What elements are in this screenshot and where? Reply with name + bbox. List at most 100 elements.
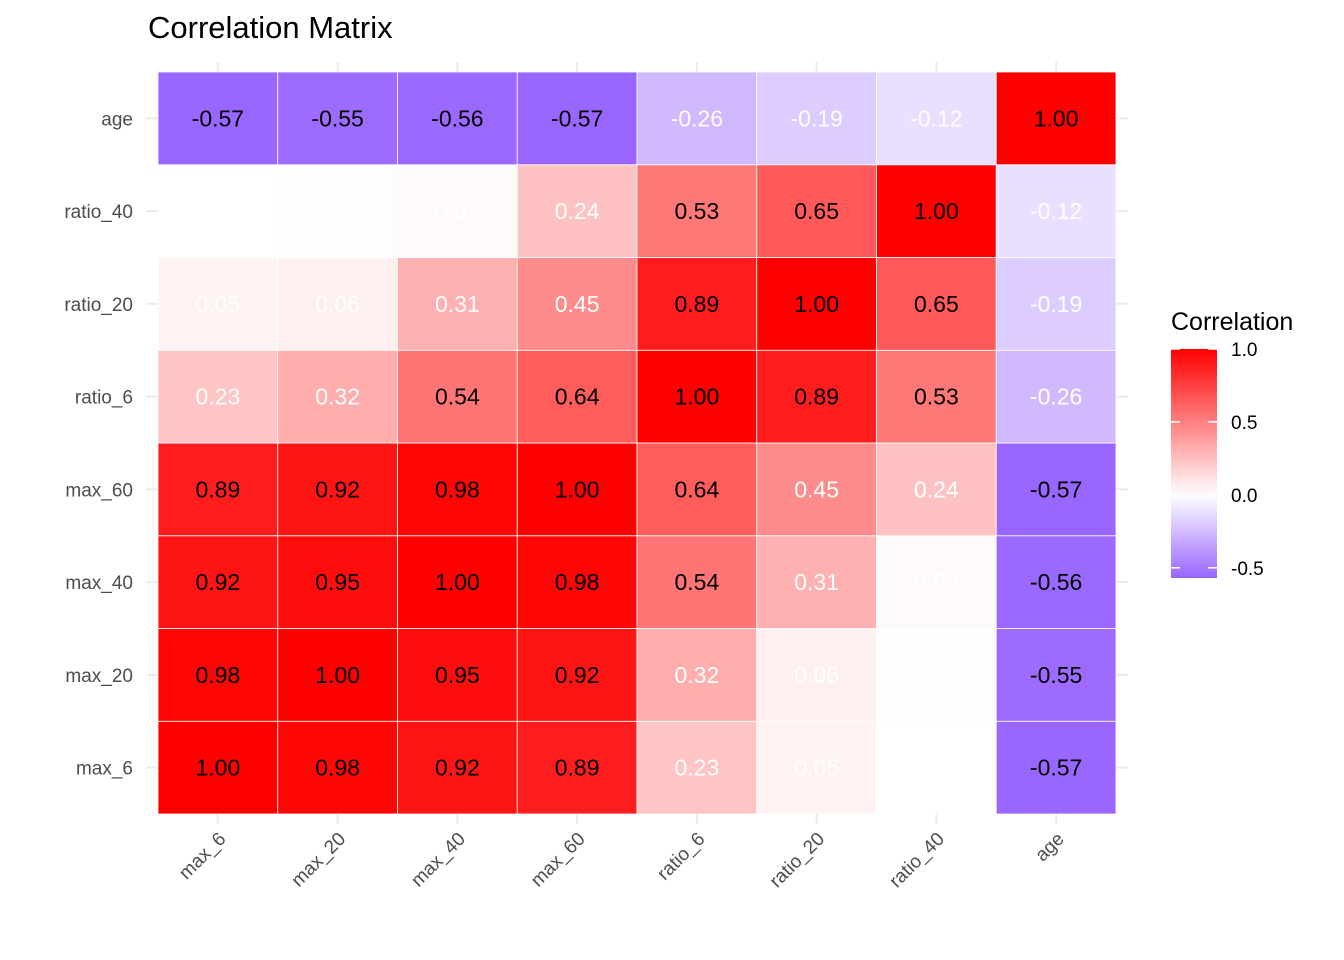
y-tick-label: age bbox=[101, 109, 133, 130]
heatmap-cell bbox=[756, 164, 877, 258]
y-tick-label: max_6 bbox=[76, 759, 133, 780]
cell-value-label: 0.24 bbox=[914, 476, 959, 502]
cell-value-label: 0.89 bbox=[674, 291, 719, 317]
cell-value-label: 0.92 bbox=[555, 662, 600, 688]
heatmap-cell bbox=[756, 442, 877, 537]
cell-value-label: 1.00 bbox=[794, 291, 839, 317]
y-tick-label: max_40 bbox=[65, 573, 133, 594]
cell-value-label: 0.54 bbox=[674, 569, 719, 595]
cell-value-label: 0.92 bbox=[315, 476, 360, 502]
heatmap-cell bbox=[995, 257, 1117, 351]
cell-value-label: 0.89 bbox=[555, 755, 600, 781]
cell-value-label: -0.57 bbox=[192, 105, 244, 131]
cell-value-label: 0.92 bbox=[195, 569, 240, 595]
cell-value-label: -0.55 bbox=[311, 105, 363, 131]
heatmap-cell bbox=[516, 71, 638, 166]
heatmap-cell bbox=[636, 164, 758, 258]
heatmap-cell bbox=[516, 442, 638, 537]
heatmap-cell bbox=[756, 720, 877, 815]
heatmap-cell bbox=[397, 442, 518, 537]
heatmap-cell bbox=[157, 71, 279, 166]
cell-value-label: 0.95 bbox=[435, 662, 480, 688]
cell-value-label: 0.98 bbox=[435, 476, 480, 502]
legend-tick-label: 1.0 bbox=[1231, 340, 1257, 361]
y-tick-label: ratio_6 bbox=[75, 388, 133, 409]
heatmap-cell bbox=[397, 720, 518, 815]
cell-value-label: 0.53 bbox=[674, 198, 719, 224]
x-tick-label: max_6 bbox=[175, 829, 230, 884]
cell-value-label: 0.64 bbox=[674, 476, 719, 502]
heatmap-cell bbox=[516, 164, 638, 258]
cell-value-label: -0.26 bbox=[1030, 384, 1082, 410]
cell-value-label: -0.55 bbox=[1030, 662, 1082, 688]
heatmap-cell bbox=[876, 257, 997, 351]
x-tick-label: ratio_6 bbox=[653, 829, 709, 885]
y-tick-label: max_60 bbox=[65, 480, 133, 501]
legend-tick-label: 0.0 bbox=[1231, 486, 1257, 507]
cell-value-label: 0.95 bbox=[315, 569, 360, 595]
legend-title: Correlation bbox=[1171, 308, 1293, 336]
heatmap-cell bbox=[876, 71, 997, 166]
cell-value-label: 0.89 bbox=[794, 384, 839, 410]
heatmap-cell bbox=[157, 164, 279, 258]
cell-value-label: 1.00 bbox=[674, 384, 719, 410]
cell-value-label: -0.01 bbox=[910, 662, 962, 688]
x-tick-label: max_20 bbox=[288, 829, 351, 892]
heatmap-cell bbox=[516, 628, 638, 722]
cell-value-label: -0.57 bbox=[1030, 476, 1082, 502]
heatmap-cell bbox=[157, 349, 279, 444]
heatmap-cell bbox=[636, 535, 758, 629]
heatmap-cell bbox=[876, 720, 997, 815]
heatmap-cell bbox=[277, 71, 398, 166]
heatmap-cell bbox=[157, 628, 279, 722]
cell-value-label: 0.32 bbox=[315, 384, 360, 410]
heatmap-cell bbox=[397, 71, 518, 166]
cell-value-label: 1.00 bbox=[435, 569, 480, 595]
cell-value-label: -0.19 bbox=[1030, 291, 1082, 317]
cell-value-label: -0.12 bbox=[910, 105, 962, 131]
cell-value-label: -0.57 bbox=[1030, 755, 1082, 781]
cell-labels: 1.00 0.98 0.92 0.89 0.23 0.05 -0.57 0.98 1.00 0.9… bbox=[192, 105, 1083, 780]
heatmap-cell bbox=[636, 442, 758, 537]
cell-value-label: 1.00 bbox=[315, 662, 360, 688]
cell-value-label: 0.31 bbox=[435, 291, 480, 317]
heatmap-cell bbox=[876, 628, 997, 722]
heatmap-cell bbox=[876, 535, 997, 629]
heatmap-cell bbox=[636, 720, 758, 815]
x-axis: max_6 max_20 max_40 max_60 ratio_6 ratio_20 ra… bbox=[175, 829, 1068, 892]
heatmap-tiles bbox=[157, 71, 1117, 815]
legend-tick-label: 0.5 bbox=[1231, 413, 1257, 434]
heatmap-cell bbox=[277, 628, 398, 722]
heatmap-cell bbox=[157, 257, 279, 351]
cell-value-label: 0.32 bbox=[674, 662, 719, 688]
heatmap-cell bbox=[995, 535, 1117, 629]
legend-colorbar bbox=[1171, 349, 1217, 578]
cell-value-label: -0.19 bbox=[790, 105, 842, 131]
cell-value-label: 0.45 bbox=[794, 476, 839, 502]
heatmap-cell bbox=[277, 720, 398, 815]
heatmap-cell bbox=[397, 628, 518, 722]
heatmap-cell bbox=[277, 535, 398, 629]
heatmap-cell bbox=[397, 535, 518, 629]
heatmap-cell bbox=[397, 164, 518, 258]
y-tick-label: max_20 bbox=[65, 666, 133, 687]
cell-value-label: 1.00 bbox=[195, 755, 240, 781]
x-tick-label: ratio_40 bbox=[886, 829, 949, 892]
cell-value-label: -0.57 bbox=[551, 105, 603, 131]
cell-value-label: -0.56 bbox=[1030, 569, 1082, 595]
x-tick-label: ratio_20 bbox=[766, 829, 829, 892]
cell-value-label: -0.56 bbox=[431, 105, 483, 131]
y-axis: max_6 max_20 max_40 max_60 ratio_6 ratio_20 ra… bbox=[64, 109, 133, 779]
heatmap-cell bbox=[397, 349, 518, 444]
cell-value-label: 0.98 bbox=[315, 755, 360, 781]
cell-value-label: 0.31 bbox=[794, 569, 839, 595]
cell-value-label: 0.64 bbox=[555, 384, 600, 410]
x-tick-label: max_40 bbox=[407, 829, 470, 892]
heatmap-cell bbox=[516, 720, 638, 815]
cell-value-label: 0.54 bbox=[435, 384, 480, 410]
cell-value-label: 1.00 bbox=[555, 476, 600, 502]
heatmap-cell bbox=[277, 442, 398, 537]
cell-value-label: -0.26 bbox=[671, 105, 723, 131]
heatmap-cell bbox=[756, 349, 877, 444]
